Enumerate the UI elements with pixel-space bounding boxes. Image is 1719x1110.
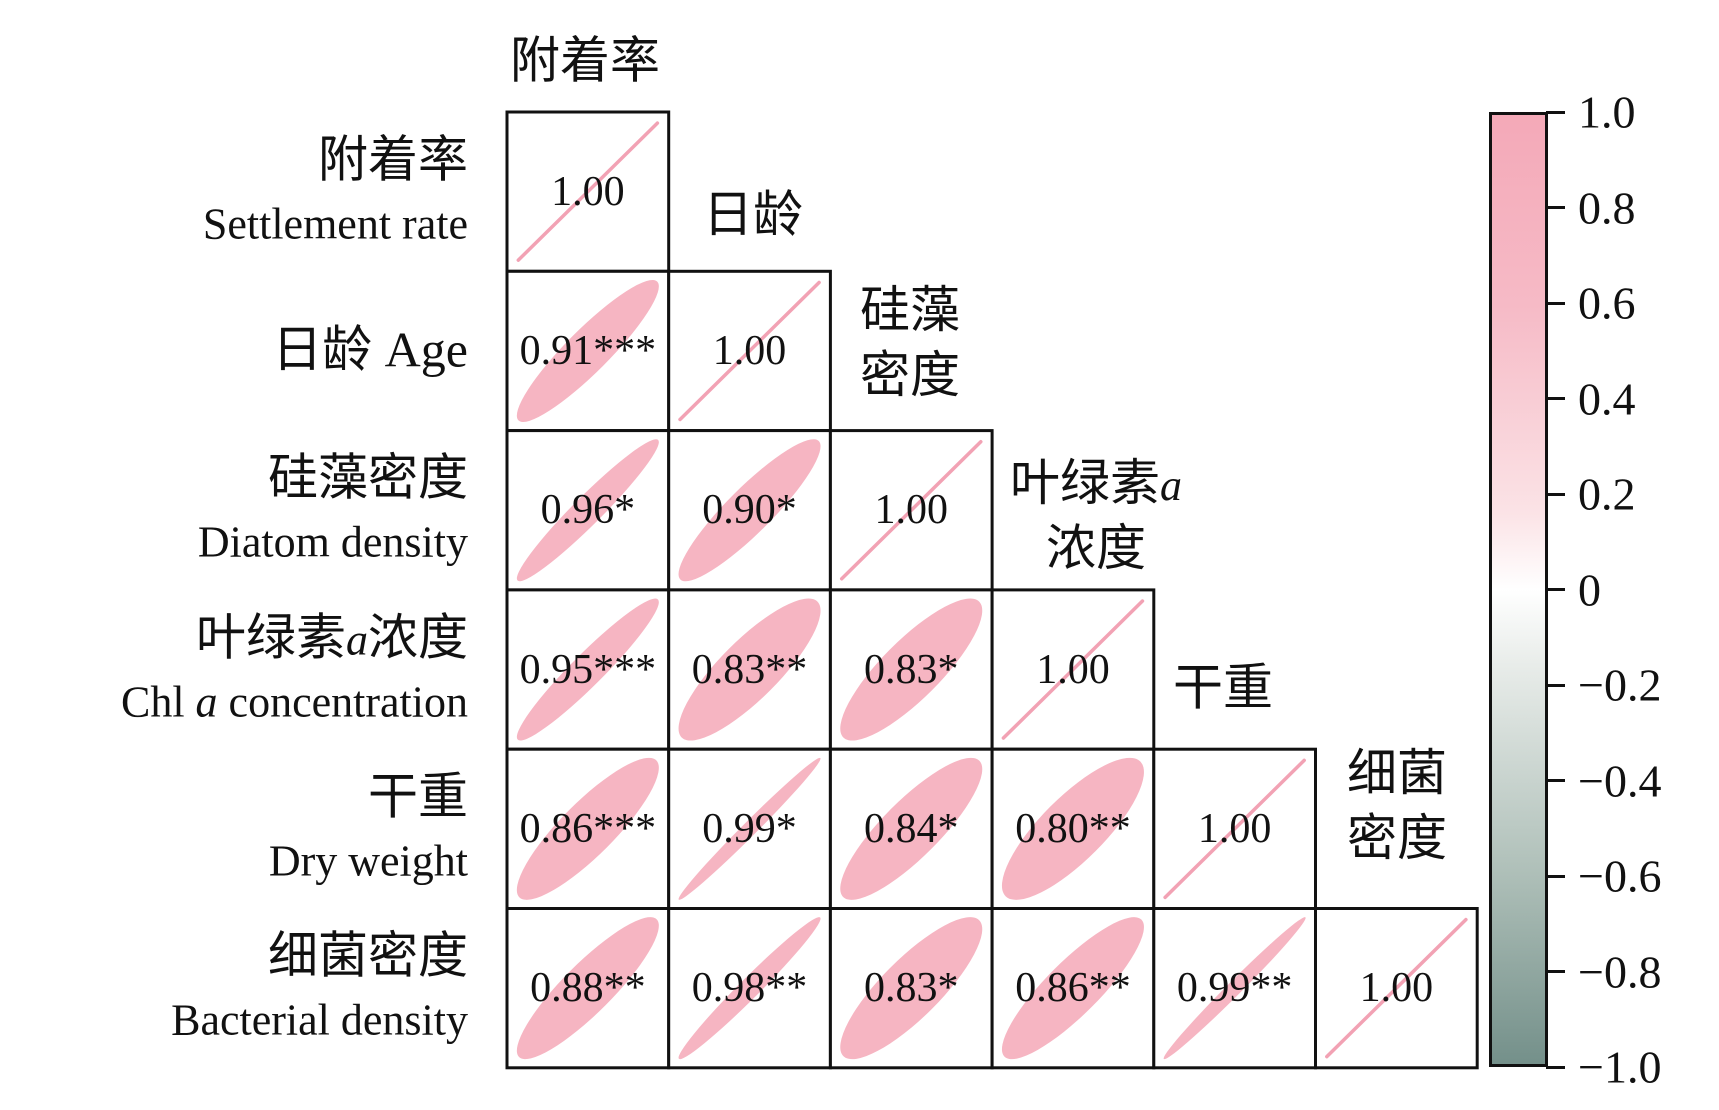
colorbar-tick [1546,397,1565,400]
cell-value: 0.88** [530,965,646,1012]
row-label: 硅藻密度 Diatom density [0,447,468,574]
row-label-line: 硅藻密度 [268,449,468,506]
perfect-correlation-line [1001,599,1145,740]
cell-value: 1.00 [551,168,625,215]
diagonal-label-line: 叶绿素a [1010,455,1182,511]
cell-value: 1.00 [712,327,787,374]
row-label-line: 日龄 Age [272,321,468,378]
diagonal-label-line: 附着率 [510,32,660,89]
cell-value: 0.83* [863,965,959,1012]
cell-value: 0.84* [863,805,959,852]
diagonal-label-line: 干重 [1173,659,1273,716]
perfect-correlation-line [678,280,821,422]
diagonal-label-line: 密度 [860,347,960,403]
cell-value: 0.86*** [519,805,657,852]
cell-value: 0.80** [1015,805,1131,852]
cell-value: 1.00 [1359,965,1434,1012]
row-label-line: Bacterial density [171,995,468,1045]
colorbar [1489,112,1548,1067]
row-label-line: Dry weight [268,836,468,886]
row-label-line: Chl a concentration [120,677,468,727]
colorbar-tick [1546,1065,1565,1069]
cell-value: 0.98** [691,965,808,1012]
cell-value: 0.99* [702,805,797,852]
cell-value: 0.95*** [519,646,657,693]
correlation-ellipse [840,598,983,741]
perfect-correlation-line [1163,758,1306,900]
perfect-correlation-line [839,440,983,581]
cell-value: 1.00 [1197,805,1272,852]
correlation-ellipse [678,598,821,741]
cell-value: 0.86** [1015,965,1131,1012]
correlation-ellipse [1001,757,1144,900]
cell-value: 0.96* [540,487,636,534]
colorbar-tick [1546,588,1565,591]
colorbar-tick-label: −0.8 [1578,946,1662,997]
diagonal-label-line: 密度 [1347,810,1447,866]
diagonal-label: 叶绿素a 浓度 [1010,452,1182,582]
correlation-ellipse [678,917,821,1060]
correlation-ellipse [516,279,659,422]
diagonal-label-line: 日龄 [703,186,803,243]
colorbar-tick-label: 0.6 [1578,277,1636,329]
colorbar-tick-label: −0.4 [1578,755,1662,806]
cell-value: 0.90* [702,487,797,534]
colorbar-tick-label: −0.2 [1578,659,1662,711]
perfect-correlation-line [1325,917,1468,1059]
cell-value: 0.83* [863,646,959,693]
row-label-line: 叶绿素a浓度 [196,609,468,666]
correlation-ellipse [678,757,821,900]
diagonal-label-line: 细菌 [1347,745,1447,801]
row-label-line: Settlement rate [202,199,468,249]
row-label: 叶绿素a浓度 Chl a concentration [0,606,468,733]
colorbar-tick-label: 0 [1578,564,1601,615]
row-label: 细菌密度 Bacterial density [0,925,468,1052]
correlation-ellipse [840,757,983,900]
cell-value: 0.83** [691,646,808,693]
diagonal-label: 细菌 密度 [1347,742,1447,872]
cell-value: 1.00 [1036,646,1110,693]
correlation-ellipse [516,439,659,582]
colorbar-tick-label: −1.0 [1578,1041,1662,1093]
row-label-line: Diatom density [197,517,468,567]
colorbar-tick [1546,206,1565,209]
colorbar-tick-label: 0.4 [1578,373,1636,424]
row-label: 附着率 Settlement rate [0,128,468,255]
row-label: 日龄 Age [0,318,468,383]
colorbar-tick-label: 1.0 [1578,86,1636,138]
colorbar-tick [1546,110,1565,114]
diagonal-label: 硅藻 密度 [860,279,960,409]
row-label: 干重 Dry weight [0,765,468,892]
correlation-ellipse [678,439,821,582]
colorbar-tick [1546,683,1565,687]
diagonal-label: 日龄 [703,184,803,249]
perfect-correlation-line [516,121,660,262]
colorbar-tick [1546,301,1565,305]
correlation-ellipse [1163,917,1306,1060]
colorbar-tick-label: −0.6 [1578,850,1662,902]
diagonal-label: 附着率 [510,30,660,95]
colorbar-tick [1546,874,1565,878]
row-label-line: 细菌密度 [268,927,468,984]
cell-value: 1.00 [874,487,948,534]
diagonal-label: 干重 [1173,657,1273,722]
correlation-ellipse [516,917,659,1060]
row-label-line: 干重 [368,768,468,825]
colorbar-tick [1546,492,1565,496]
correlation-ellipse [516,598,659,741]
cell-value: 0.99** [1176,965,1293,1012]
correlation-ellipse [840,917,983,1060]
colorbar-tick [1546,779,1565,782]
colorbar-tick-label: 0.8 [1578,182,1636,233]
row-label-line: 附着率 [318,131,468,188]
cell-value: 0.91*** [519,327,657,374]
correlation-ellipse [1001,917,1144,1060]
diagonal-label-line: 硅藻 [860,282,960,338]
colorbar-tick [1546,970,1565,973]
diagonal-label-line: 浓度 [1046,520,1146,576]
colorbar-tick-label: 0.2 [1578,468,1636,520]
correlation-ellipse [516,757,659,900]
